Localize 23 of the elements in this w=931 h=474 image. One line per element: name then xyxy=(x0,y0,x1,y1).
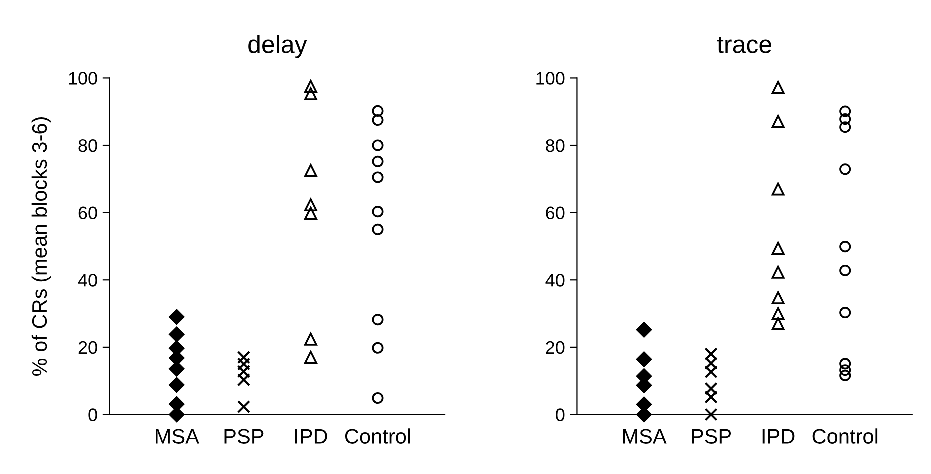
x-tick-label: MSA xyxy=(156,429,200,444)
x-tick-label: Control xyxy=(345,428,410,444)
y-tick-label: 40 xyxy=(546,274,565,287)
y-tick-label: 60 xyxy=(546,206,565,220)
y-tick-label: 0 xyxy=(556,408,565,422)
y-tick-label: 60 xyxy=(78,206,98,220)
chart-title: delay xyxy=(248,35,308,58)
y-tick-label: 20 xyxy=(546,341,565,354)
y-tick-label: 80 xyxy=(546,139,565,152)
y-tick-label: 100 xyxy=(69,72,98,85)
x-tick-label: PSP xyxy=(224,429,264,444)
chart-title: trace xyxy=(717,37,772,54)
x-tick-label: MSA xyxy=(623,429,667,444)
y-tick-label: 0 xyxy=(88,408,98,422)
y-axis-title: % of CRs (mean blocks 3-6) xyxy=(32,118,52,376)
x-tick-label: Control xyxy=(812,428,878,444)
y-tick-label: 80 xyxy=(78,139,98,152)
x-tick-label: PSP xyxy=(692,429,732,444)
y-tick-label: 40 xyxy=(78,274,98,287)
x-tick-label: IPD xyxy=(296,429,328,444)
y-tick-label: 100 xyxy=(536,72,565,85)
y-tick-label: 20 xyxy=(78,341,98,354)
x-tick-label: IPD xyxy=(762,429,795,444)
